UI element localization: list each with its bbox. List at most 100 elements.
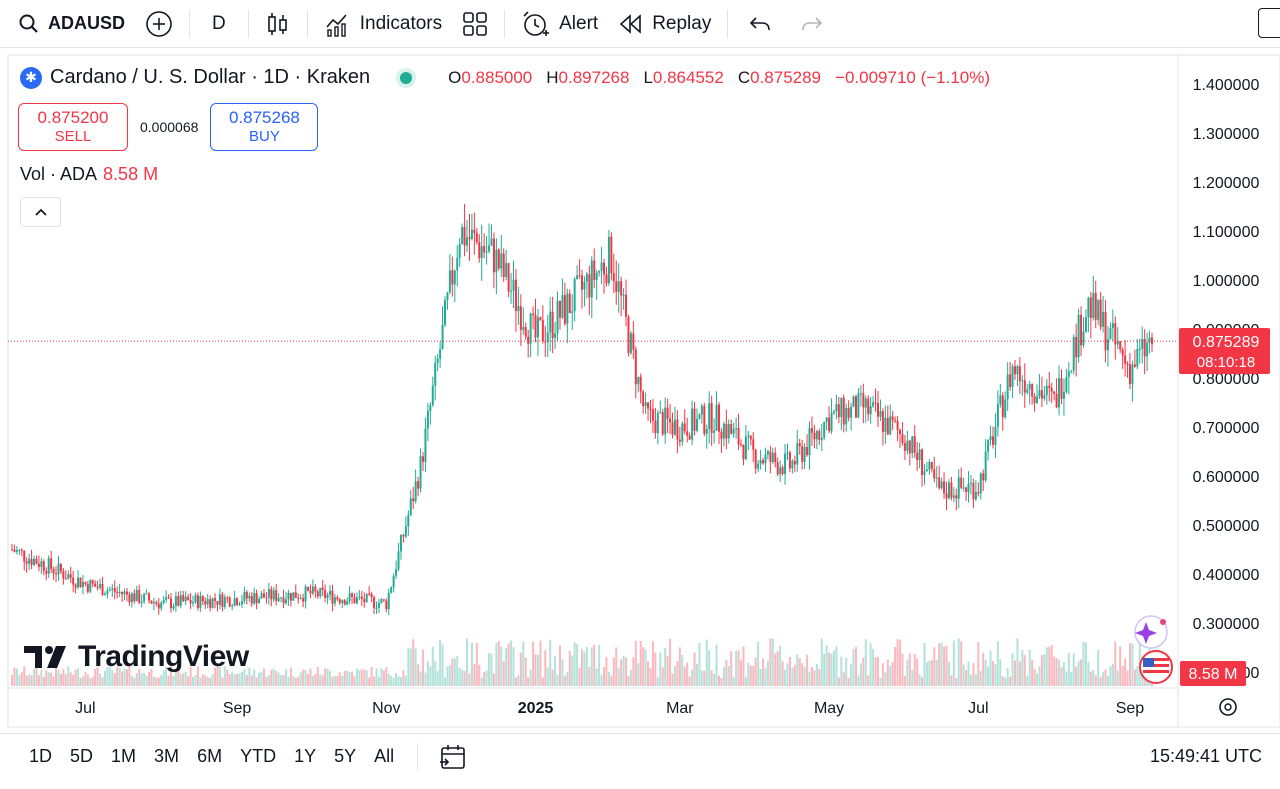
interval-button[interactable]: D (196, 6, 242, 42)
replay-button[interactable]: Replay (608, 6, 721, 42)
candle-body (558, 300, 561, 318)
time-tick-label: 2025 (518, 700, 554, 717)
candle-body (304, 586, 307, 602)
range-button-1d[interactable]: 1D (29, 746, 53, 766)
volume-bar (253, 669, 256, 686)
candle-body (725, 423, 728, 439)
volume-bar (505, 647, 508, 686)
settings-gear-icon[interactable] (1219, 698, 1237, 716)
volume-bar (461, 669, 464, 686)
range-button-5d[interactable]: 5D (70, 746, 94, 766)
volume-bar (715, 644, 718, 686)
symbol-title[interactable]: Cardano / U. S. Dollar · 1D · Kraken (50, 66, 371, 88)
range-button-all[interactable]: All (374, 746, 395, 766)
range-button-ytd[interactable]: YTD (240, 746, 277, 766)
price-axis[interactable]: 1.400000 1.300000 1.200000 1.100000 1.000000… (1193, 77, 1260, 682)
volume-bar (651, 641, 654, 686)
candle-body (28, 559, 31, 564)
candle-body (47, 558, 50, 574)
range-button-6m[interactable]: 6M (197, 746, 223, 766)
volume-bar (923, 643, 926, 686)
candle-body (492, 238, 495, 273)
candle-body (720, 431, 723, 439)
candle-body (749, 435, 752, 440)
candle-body (578, 275, 581, 277)
redo-button[interactable] (786, 6, 838, 42)
buy-button[interactable]: 0.875268 BUY (210, 103, 319, 151)
goto-date-icon[interactable] (438, 742, 468, 772)
candle-body (321, 587, 324, 591)
volume-bars (11, 638, 1153, 686)
candle-body (656, 413, 659, 434)
volume-bar (228, 674, 231, 686)
candle-body (556, 300, 559, 334)
indicators-button[interactable]: Indicators (314, 6, 452, 42)
undo-button[interactable] (734, 6, 786, 42)
candle-body (69, 574, 72, 578)
undo-icon (750, 16, 771, 30)
candle-body (891, 416, 894, 421)
volume-bar (979, 670, 982, 686)
time-axis[interactable]: Jul Sep Nov 2025 Mar May Jul Sep (75, 700, 1144, 717)
alert-button[interactable]: Alert (511, 6, 608, 42)
symbol-search[interactable]: ADAUSD (8, 6, 135, 42)
volume-bar (654, 652, 657, 686)
candle-body (585, 274, 588, 282)
range-button-1y[interactable]: 1Y (294, 746, 317, 766)
sell-button[interactable]: 0.875200 SELL (18, 103, 128, 151)
candle-body (957, 477, 960, 499)
price-chart[interactable]: 1.400000 1.300000 1.200000 1.100000 1.000000… (0, 0, 1280, 733)
volume-bar (730, 651, 733, 686)
volume-bar (835, 646, 838, 686)
candle-body (769, 451, 772, 463)
candle-body (409, 498, 412, 515)
volume-bar (1082, 641, 1085, 686)
volume-bar (960, 641, 963, 686)
candle-body (221, 594, 224, 607)
volume-bar (1124, 658, 1127, 686)
chart-type-button[interactable] (255, 6, 301, 42)
volume-bar (426, 661, 429, 686)
volume-bar (681, 654, 684, 686)
volume-bar (764, 668, 767, 686)
candle-body (436, 358, 439, 364)
utc-clock[interactable]: 15:49:41 UTC (1149, 746, 1262, 766)
candle-body (879, 410, 882, 417)
candle-body (316, 591, 319, 597)
chart-legend: ✱ Cardano / U. S. Dollar · 1D · Kraken O… (20, 66, 990, 89)
price-tick-label: 1.200000 (1193, 175, 1260, 192)
candle-body (1031, 383, 1034, 397)
candle-body (1070, 370, 1073, 372)
candle-body (1053, 391, 1056, 394)
volume-bar (331, 676, 334, 686)
volume-bar (950, 675, 953, 686)
volume-bar (466, 638, 469, 686)
fullscreen-box[interactable] (1258, 8, 1280, 38)
collapse-legend-button[interactable] (20, 197, 61, 227)
candle-body (174, 596, 177, 606)
ai-sparkle-icon[interactable] (1134, 615, 1168, 649)
volume-bar (1026, 675, 1029, 686)
candle-body (390, 587, 393, 593)
volume-bar (182, 673, 185, 686)
volume-bar (703, 670, 706, 686)
volume-bar (850, 664, 853, 686)
range-button-3m[interactable]: 3M (154, 746, 180, 766)
candle-body (502, 253, 505, 277)
compare-button[interactable] (135, 6, 183, 42)
volume-bar (11, 675, 13, 686)
volume-bar (938, 643, 941, 686)
volume-legend: Vol · ADA 8.58 M (20, 164, 158, 185)
layouts-button[interactable] (452, 6, 498, 42)
range-button-5y[interactable]: 5Y (334, 746, 357, 766)
volume-bar (497, 641, 500, 686)
candle-body (722, 423, 725, 439)
candle-body (1080, 314, 1083, 346)
volume-bar (639, 640, 642, 686)
volume-bar (725, 660, 728, 686)
candle-body (326, 594, 329, 598)
range-button-1m[interactable]: 1M (111, 746, 137, 766)
candle-body (309, 590, 312, 594)
volume-bar (1043, 654, 1046, 686)
candle-body (571, 311, 574, 314)
